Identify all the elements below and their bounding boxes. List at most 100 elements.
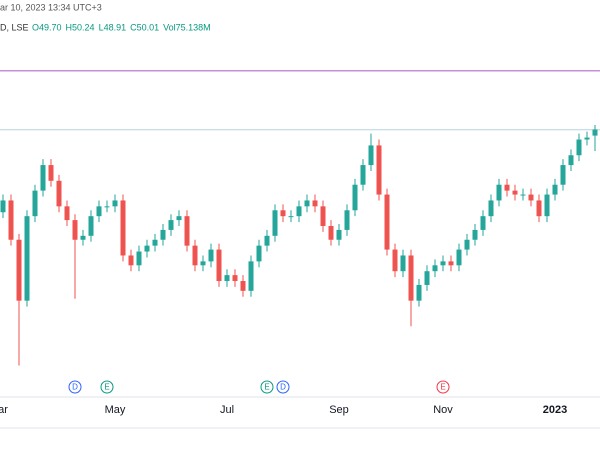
x-tick-label: ar <box>0 404 8 416</box>
candle-body <box>400 255 406 272</box>
candle-body <box>160 229 166 240</box>
candle-body <box>24 216 30 301</box>
event-label: E <box>104 383 109 392</box>
candle-body <box>40 165 46 191</box>
candle-body <box>448 261 454 266</box>
x-tick-label: May <box>105 404 126 416</box>
candle-body <box>376 145 382 195</box>
candle-body <box>280 210 286 217</box>
candle-body <box>368 145 374 166</box>
event-label: E <box>264 383 269 392</box>
candle-body <box>144 245 150 252</box>
candle-body <box>440 261 446 266</box>
candle-body <box>224 275 230 282</box>
candle-body <box>48 165 54 181</box>
candle-body <box>568 155 574 166</box>
candle-body <box>216 249 222 282</box>
candle-body <box>416 284 422 301</box>
candle-body <box>512 190 518 195</box>
candle-body <box>432 265 438 272</box>
candle-body <box>56 180 62 207</box>
event-label: D <box>72 383 78 392</box>
candle-body <box>16 239 22 301</box>
symbol: D, LSE <box>0 22 29 32</box>
candle-body <box>152 239 158 246</box>
ohlc-field: L48.91 <box>99 22 127 32</box>
event-icon <box>276 380 290 394</box>
candle-body <box>176 216 182 221</box>
candle-body <box>336 229 342 240</box>
candle-body <box>528 194 534 201</box>
candle-body <box>576 139 582 156</box>
event-label: E <box>440 383 445 392</box>
candle-body <box>544 194 550 217</box>
candle-body <box>392 249 398 272</box>
candle-body <box>136 251 142 266</box>
candle-body <box>0 200 6 213</box>
ohlc-field: C50.01 <box>130 22 159 32</box>
candle-body <box>472 229 478 240</box>
timestamp: ar 10, 2023 13:34 UTC+3 <box>0 2 102 12</box>
candle-body <box>592 129 598 136</box>
candle-body <box>232 275 238 282</box>
candle-body <box>128 255 134 266</box>
event-icon <box>436 380 450 394</box>
candle-body <box>248 261 254 291</box>
candle-body <box>456 249 462 266</box>
event-icon <box>260 380 274 394</box>
candle-body <box>112 200 118 207</box>
x-tick-label: Nov <box>433 404 453 416</box>
x-tick-label: 2023 <box>543 404 567 416</box>
candle-body <box>32 190 38 217</box>
x-tick-label: Jul <box>220 404 234 416</box>
candle-body <box>344 210 350 230</box>
candle-body <box>504 184 510 191</box>
ohlc-field: O49.70 <box>32 22 62 32</box>
candle-body <box>328 225 334 240</box>
candle-body <box>72 220 78 240</box>
candle-body <box>64 206 70 221</box>
event-icon <box>68 380 82 394</box>
event-icon <box>100 380 114 394</box>
candle-body <box>536 200 542 217</box>
candle-body <box>184 216 190 246</box>
candle-body <box>312 200 318 207</box>
candle-body <box>320 206 326 226</box>
x-tick-label: Sep <box>329 404 349 416</box>
candle-body <box>360 165 366 185</box>
candle-body <box>272 210 278 236</box>
candle-body <box>200 261 206 266</box>
candle-body <box>560 165 566 185</box>
candle-body <box>296 206 302 217</box>
candle-body <box>256 245 262 262</box>
candle-body <box>488 200 494 217</box>
candle-body <box>264 235 270 246</box>
candle-body <box>552 184 558 195</box>
candle-body <box>496 184 502 201</box>
candle-body <box>424 271 430 285</box>
candle-body <box>208 249 214 262</box>
candle-body <box>96 206 102 217</box>
candle-body <box>584 137 590 140</box>
candle-body <box>192 245 198 266</box>
candle-body <box>408 255 414 301</box>
ohlc-field: Vol75.138M <box>163 22 211 32</box>
ohlc-field: H50.24 <box>66 22 95 32</box>
candle-body <box>384 194 390 250</box>
event-label: D <box>280 383 286 392</box>
candle-body <box>352 184 358 211</box>
candle-body <box>8 200 14 240</box>
candle-body <box>120 200 126 256</box>
candle-body <box>80 235 86 240</box>
candle-body <box>304 200 310 207</box>
candle-body <box>464 239 470 250</box>
candle-body <box>288 216 294 218</box>
candle-body <box>480 216 486 230</box>
candle-body <box>520 194 526 196</box>
candle-body <box>240 281 246 291</box>
candle-body <box>168 220 174 230</box>
candle-body <box>88 216 94 236</box>
candle-body <box>104 206 110 208</box>
